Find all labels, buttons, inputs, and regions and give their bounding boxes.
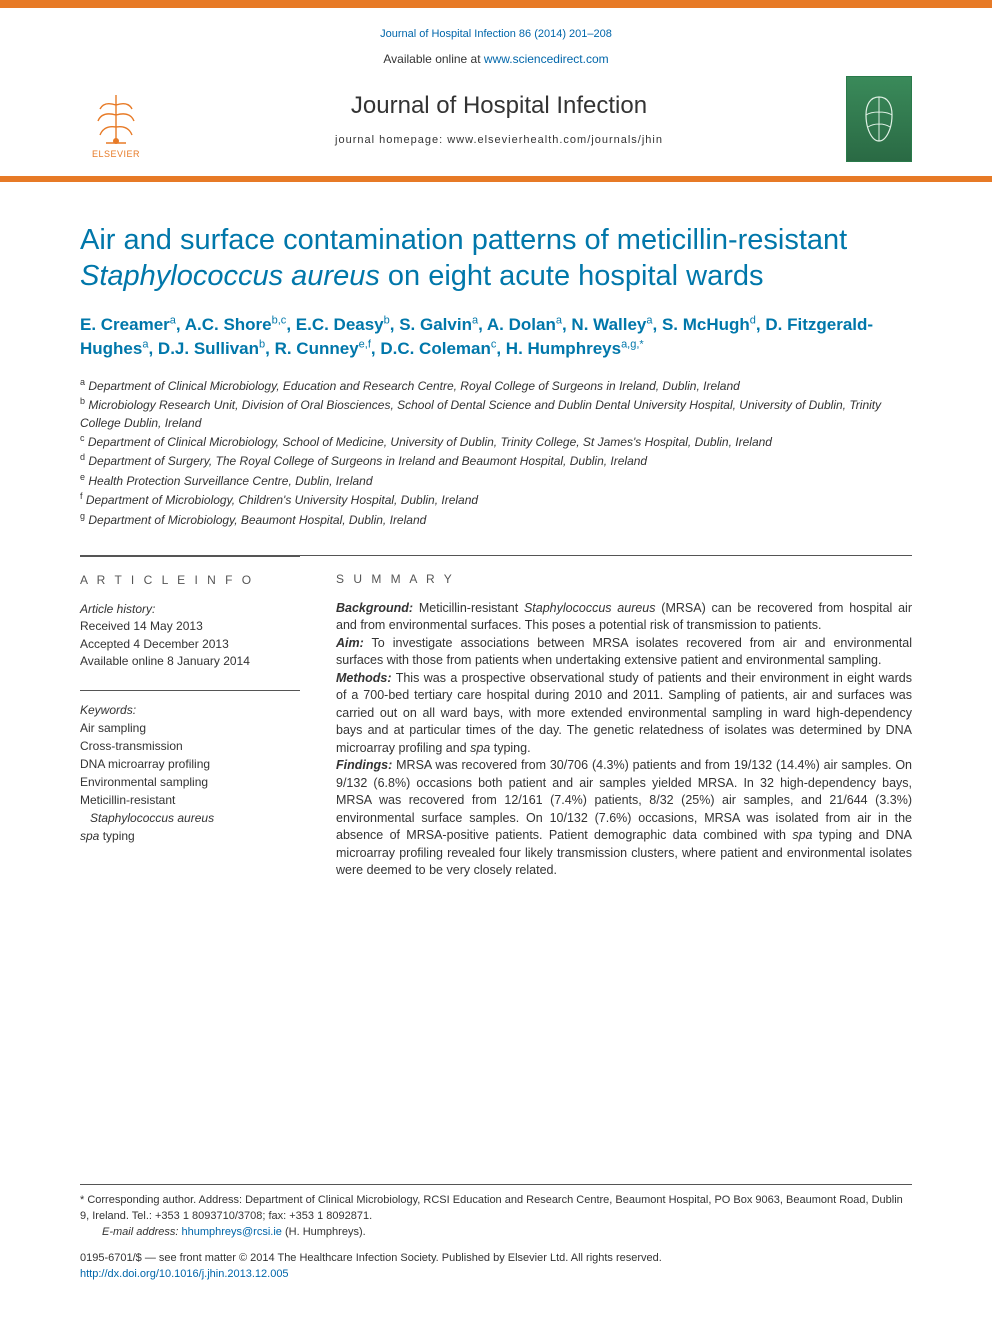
affiliation-item: d Department of Surgery, The Royal Colle… [80,451,912,470]
keyword-item: DNA microarray profiling [80,755,300,773]
findings-label: Findings: [336,758,392,772]
affiliation-item: b Microbiology Research Unit, Division o… [80,395,912,432]
keywords-label: Keywords: [80,701,300,719]
elsevier-tree-icon [86,91,146,147]
elsevier-label: ELSEVIER [92,149,140,159]
affiliation-item: f Department of Microbiology, Children's… [80,490,912,509]
keyword-item: Environmental sampling [80,773,300,791]
elsevier-logo: ELSEVIER [80,79,152,159]
aim-label: Aim: [336,636,364,650]
email-label: E-mail address: [102,1226,181,1238]
keyword-item: Air sampling [80,719,300,737]
affiliation-item: c Department of Clinical Microbiology, S… [80,432,912,451]
keywords-list: Air samplingCross-transmissionDNA microa… [80,719,300,845]
article-history: Article history: Received 14 May 2013 Ac… [80,601,300,671]
two-column-region: A R T I C L E I N F O Article history: R… [80,555,912,880]
cover-graphic-icon [858,91,900,147]
journal-cover-thumb [846,76,912,162]
keyword-item: spa typing [80,827,300,845]
copyright-line: 0195-6701/$ — see front matter © 2014 Th… [80,1251,912,1267]
email-line: E-mail address: hhumphreys@rcsi.ie (H. H… [80,1225,912,1241]
article-info-column: A R T I C L E I N F O Article history: R… [80,556,300,880]
author-list: E. Creamera, A.C. Shoreb,c, E.C. Deasyb,… [80,313,912,362]
affiliation-item: g Department of Microbiology, Beaumont H… [80,510,912,529]
keyword-item: Staphylococcus aureus [80,809,300,827]
summary-text: Background: Meticillin-resistant Staphyl… [336,600,912,880]
title-species: Staphylococcus aureus [80,260,380,292]
article-title: Air and surface contamination patterns o… [80,222,912,295]
accepted-date: Accepted 4 December 2013 [80,636,300,653]
homepage-url[interactable]: www.elsevierhealth.com/journals/jhin [447,134,663,146]
affiliation-list: a Department of Clinical Microbiology, E… [80,376,912,529]
title-post: on eight acute hospital wards [380,260,764,292]
history-label: Article history: [80,601,300,618]
top-accent-band [0,0,992,8]
journal-header: Journal of Hospital Infection 86 (2014) … [0,8,992,66]
methods-text: This was a prospective observational stu… [336,671,912,755]
sciencedirect-link[interactable]: www.sciencedirect.com [484,52,609,66]
available-online: Available online at www.sciencedirect.co… [80,52,912,66]
summary-heading: S U M M A R Y [336,572,912,586]
masthead: ELSEVIER Journal of Hospital Infection j… [0,76,992,162]
received-date: Received 14 May 2013 [80,618,300,635]
keywords-block: Keywords: Air samplingCross-transmission… [80,690,300,845]
corresponding-author: * Corresponding author. Address: Departm… [80,1193,912,1225]
available-prefix: Available online at [383,52,484,66]
footer-block: * Corresponding author. Address: Departm… [80,1184,912,1283]
affiliation-item: a Department of Clinical Microbiology, E… [80,376,912,395]
article-body: Air and surface contamination patterns o… [0,182,992,880]
email-name: (H. Humphreys). [282,1226,366,1238]
keyword-item: Meticillin-resistant [80,791,300,809]
title-pre: Air and surface contamination patterns o… [80,224,847,256]
doi-link[interactable]: http://dx.doi.org/10.1016/j.jhin.2013.12… [80,1267,912,1283]
background-label: Background: [336,601,413,615]
affiliation-item: e Health Protection Surveillance Centre,… [80,471,912,490]
online-date: Available online 8 January 2014 [80,653,300,670]
homepage-prefix: journal homepage: [335,134,447,146]
findings-text: MRSA was recovered from 30/706 (4.3%) pa… [336,758,912,877]
email-address[interactable]: hhumphreys@rcsi.ie [181,1226,281,1238]
background-text: Meticillin-resistant Staphylococcus aure… [336,601,912,633]
aim-text: To investigate associations between MRSA… [336,636,912,668]
keyword-item: Cross-transmission [80,737,300,755]
journal-title: Journal of Hospital Infection [152,92,846,120]
methods-label: Methods: [336,671,392,685]
article-info-heading: A R T I C L E I N F O [80,573,300,587]
journal-reference: Journal of Hospital Infection 86 (2014) … [80,28,912,40]
journal-homepage: journal homepage: www.elsevierhealth.com… [152,134,846,146]
journal-center: Journal of Hospital Infection journal ho… [152,92,846,146]
summary-column: S U M M A R Y Background: Meticillin-res… [336,572,912,880]
